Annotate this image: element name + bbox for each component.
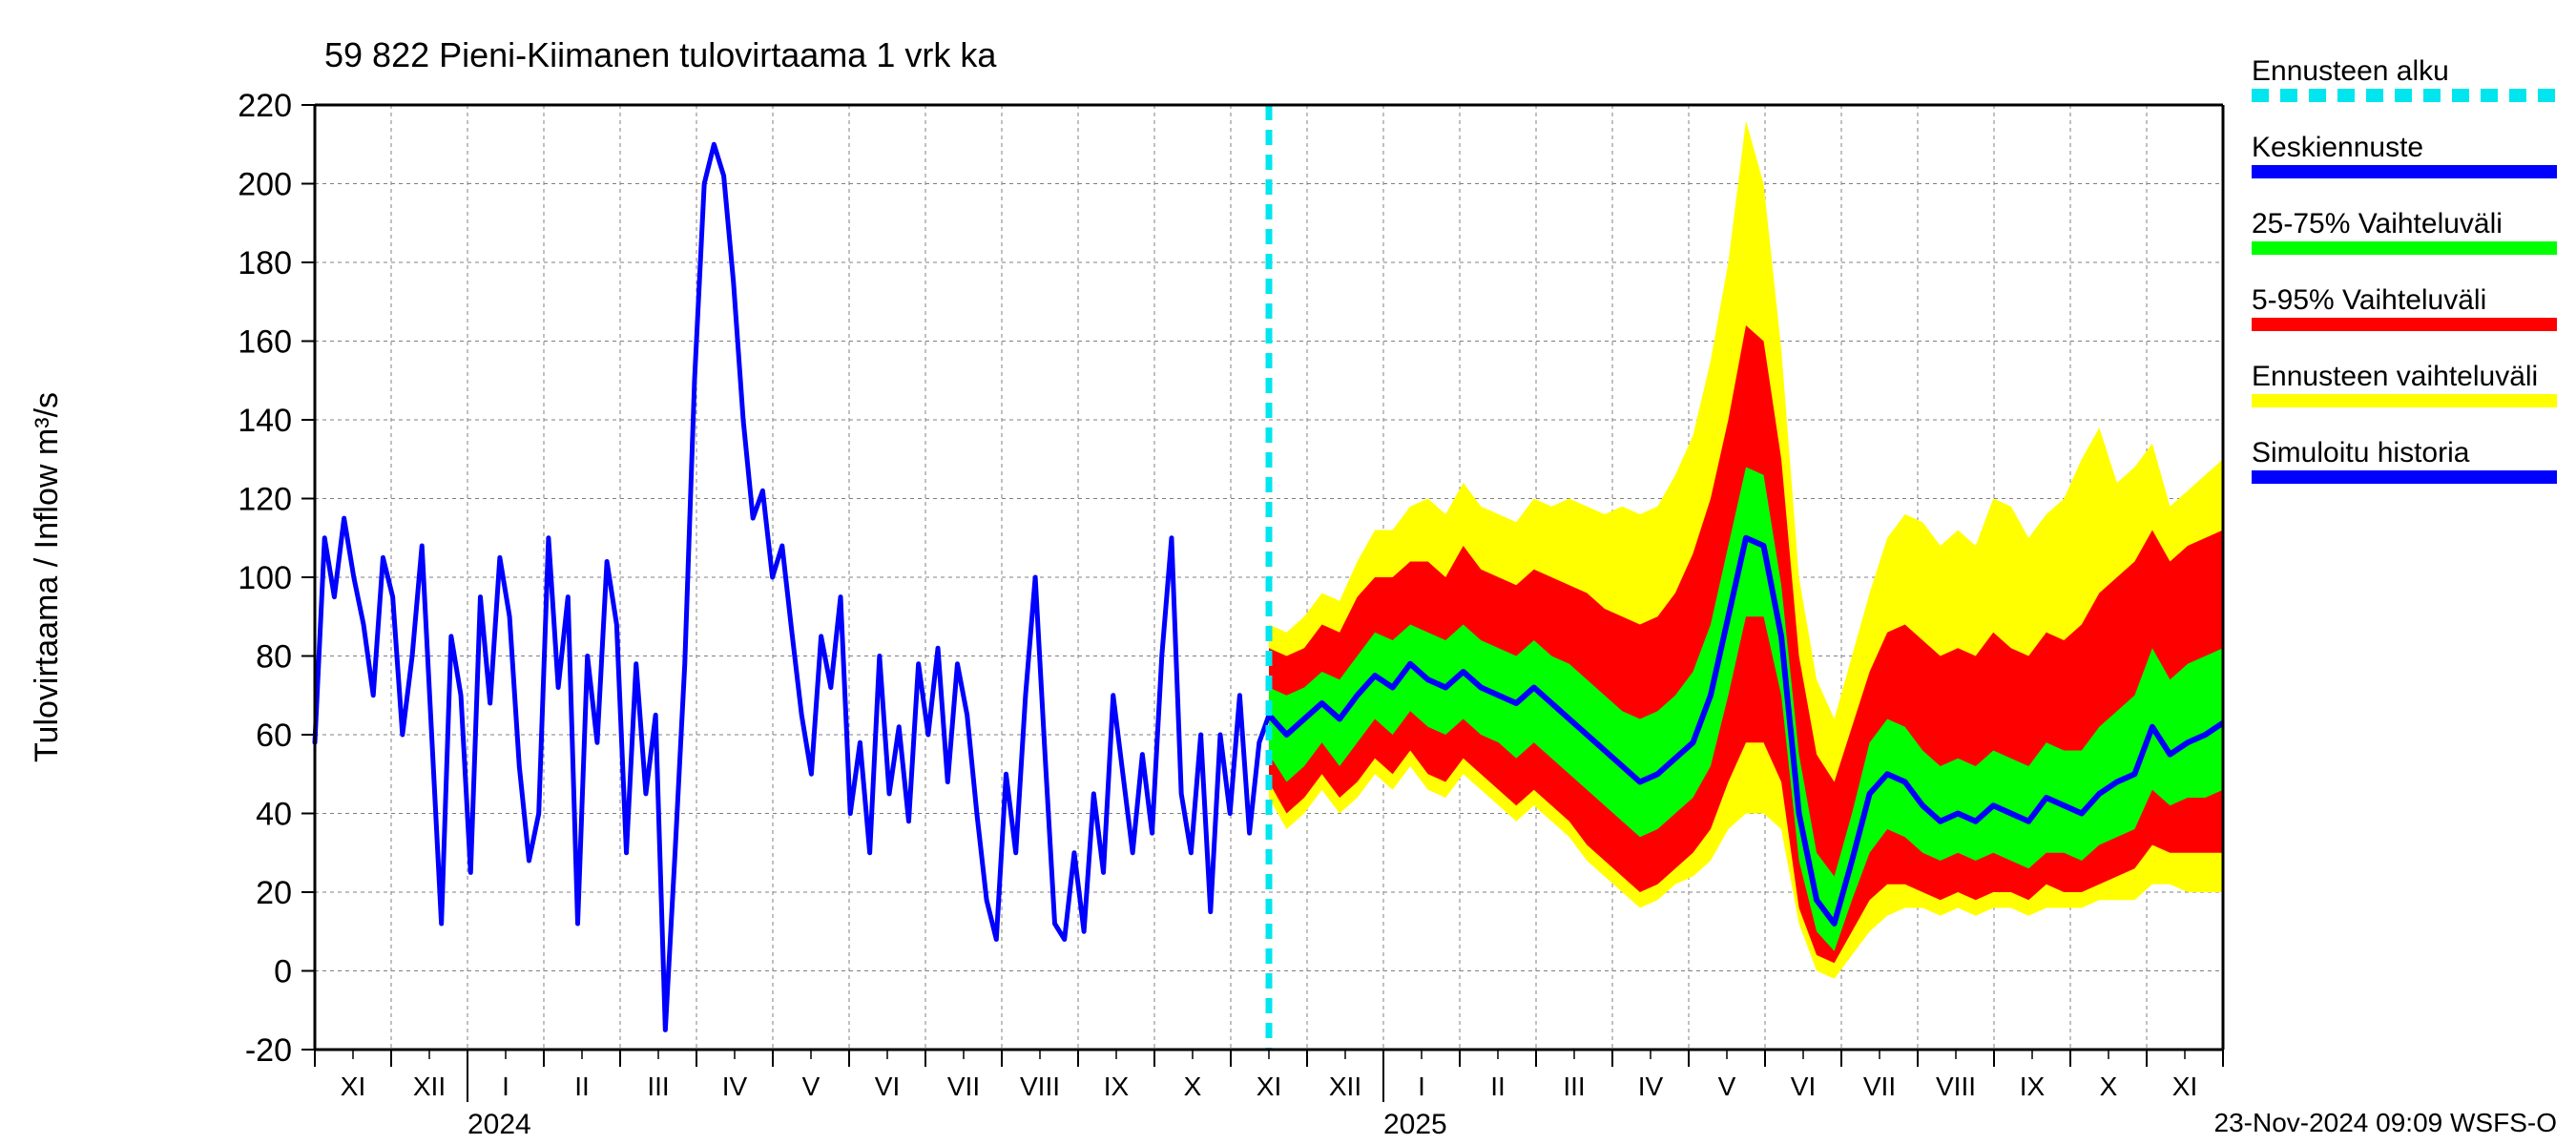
svg-text:2024: 2024 — [467, 1109, 531, 1140]
svg-text:140: 140 — [238, 403, 292, 439]
svg-text:160: 160 — [238, 324, 292, 361]
svg-text:XI: XI — [2172, 1072, 2197, 1101]
svg-text:X: X — [1184, 1072, 1202, 1101]
svg-text:VII: VII — [1863, 1072, 1896, 1101]
svg-text:Simuloitu historia: Simuloitu historia — [2252, 437, 2470, 468]
svg-text:-20: -20 — [245, 1032, 292, 1069]
svg-text:IX: IX — [2020, 1072, 2046, 1101]
svg-text:60: 60 — [256, 718, 292, 754]
svg-text:XII: XII — [413, 1072, 446, 1101]
svg-text:II: II — [574, 1072, 590, 1101]
svg-text:X: X — [2100, 1072, 2118, 1101]
svg-text:II: II — [1490, 1072, 1506, 1101]
svg-text:0: 0 — [274, 954, 292, 990]
svg-text:VIII: VIII — [1936, 1072, 1976, 1101]
svg-text:2025: 2025 — [1383, 1109, 1447, 1140]
svg-text:120: 120 — [238, 482, 292, 518]
svg-text:5-95% Vaihteluväli: 5-95% Vaihteluväli — [2252, 284, 2486, 316]
svg-text:XI: XI — [1257, 1072, 1281, 1101]
chart-container: -20020406080100120140160180200220XIXIIII… — [0, 0, 2576, 1145]
svg-text:V: V — [802, 1072, 821, 1101]
svg-text:100: 100 — [238, 560, 292, 596]
svg-text:XII: XII — [1329, 1072, 1361, 1101]
svg-text:III: III — [647, 1072, 669, 1101]
svg-text:59 822 Pieni-Kiimanen tulovirt: 59 822 Pieni-Kiimanen tulovirtaama 1 vrk… — [324, 35, 997, 74]
svg-text:40: 40 — [256, 797, 292, 833]
svg-text:Ennusteen vaihteluväli: Ennusteen vaihteluväli — [2252, 361, 2538, 392]
svg-text:I: I — [1418, 1072, 1425, 1101]
svg-text:Tulovirtaama / Inflow m³/s: Tulovirtaama / Inflow m³/s — [29, 392, 65, 762]
svg-text:IV: IV — [722, 1072, 748, 1101]
svg-text:V: V — [1718, 1072, 1736, 1101]
svg-text:VIII: VIII — [1020, 1072, 1060, 1101]
svg-text:I: I — [502, 1072, 509, 1101]
svg-text:Ennusteen alku: Ennusteen alku — [2252, 55, 2449, 87]
svg-text:III: III — [1563, 1072, 1585, 1101]
svg-text:200: 200 — [238, 167, 292, 203]
svg-text:80: 80 — [256, 639, 292, 676]
svg-text:180: 180 — [238, 245, 292, 281]
svg-text:Keskiennuste: Keskiennuste — [2252, 132, 2423, 163]
svg-text:23-Nov-2024 09:09 WSFS-O: 23-Nov-2024 09:09 WSFS-O — [2214, 1108, 2558, 1137]
svg-text:25-75% Vaihteluväli: 25-75% Vaihteluväli — [2252, 208, 2503, 239]
svg-text:220: 220 — [238, 88, 292, 124]
svg-text:20: 20 — [256, 875, 292, 911]
svg-text:VI: VI — [875, 1072, 900, 1101]
svg-text:XI: XI — [341, 1072, 365, 1101]
inflow-forecast-chart: -20020406080100120140160180200220XIXIIII… — [0, 0, 2576, 1145]
svg-text:IX: IX — [1104, 1072, 1130, 1101]
svg-text:VII: VII — [947, 1072, 980, 1101]
svg-text:IV: IV — [1638, 1072, 1664, 1101]
svg-text:VI: VI — [1791, 1072, 1816, 1101]
